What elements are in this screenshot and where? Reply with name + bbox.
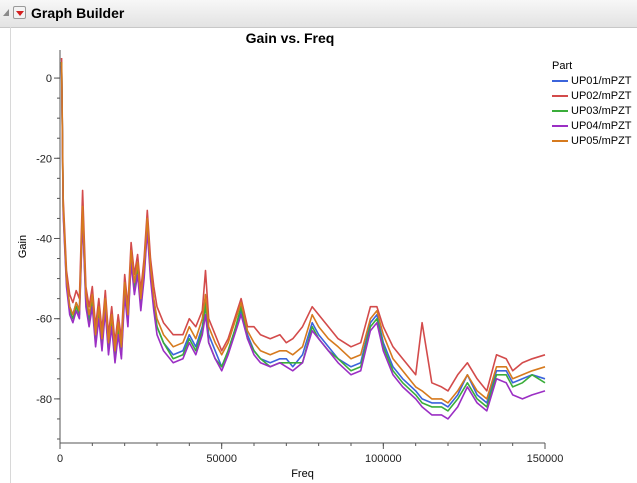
red-triangle-menu-icon[interactable] bbox=[13, 6, 26, 19]
graph-builder-titlebar: Graph Builder bbox=[0, 0, 637, 28]
legend-item[interactable]: UP05/mPZT bbox=[552, 135, 632, 149]
series-line-up04-mpzt[interactable] bbox=[60, 65, 546, 420]
y-tick-label: 0 bbox=[46, 73, 52, 85]
legend-swatch bbox=[552, 110, 568, 113]
collapse-triangle-icon[interactable] bbox=[3, 9, 9, 16]
legend-label: UP05/mPZT bbox=[571, 135, 632, 147]
legend-title: Part bbox=[552, 60, 573, 72]
chart-title: Gain vs. Freq bbox=[245, 30, 335, 46]
legend-item[interactable]: UP04/mPZT bbox=[552, 120, 632, 134]
x-tick-label: 150000 bbox=[527, 453, 564, 465]
legend-swatch bbox=[552, 95, 568, 98]
window-title: Graph Builder bbox=[31, 5, 125, 21]
graph-frame bbox=[10, 27, 633, 483]
y-tick-label: -80 bbox=[36, 394, 52, 406]
legend-label: UP04/mPZT bbox=[571, 120, 632, 132]
legend-swatch bbox=[552, 125, 568, 128]
legend-item[interactable]: UP01/mPZT bbox=[552, 75, 632, 89]
y-tick-label: -20 bbox=[36, 153, 52, 165]
legend-item[interactable]: UP03/mPZT bbox=[552, 105, 632, 119]
legend-label: UP03/mPZT bbox=[571, 105, 632, 117]
legend-item[interactable]: UP02/mPZT bbox=[552, 90, 632, 104]
series-line-up02-mpzt[interactable] bbox=[60, 57, 546, 392]
legend-swatch bbox=[552, 80, 568, 83]
y-tick-label: -60 bbox=[36, 314, 52, 326]
y-axis-label: Gain bbox=[17, 235, 29, 258]
legend-label: UP02/mPZT bbox=[571, 90, 632, 102]
x-tick-label: 0 bbox=[57, 453, 63, 465]
series-line-up05-mpzt[interactable] bbox=[60, 61, 546, 404]
legend-label: UP01/mPZT bbox=[571, 75, 632, 87]
series-line-up01-mpzt[interactable] bbox=[60, 61, 546, 408]
y-tick-label: -40 bbox=[36, 233, 52, 245]
x-tick-label: 50000 bbox=[206, 453, 237, 465]
x-tick-label: 100000 bbox=[365, 453, 402, 465]
legend-swatch bbox=[552, 140, 568, 143]
x-axis-label: Freq bbox=[291, 468, 314, 480]
